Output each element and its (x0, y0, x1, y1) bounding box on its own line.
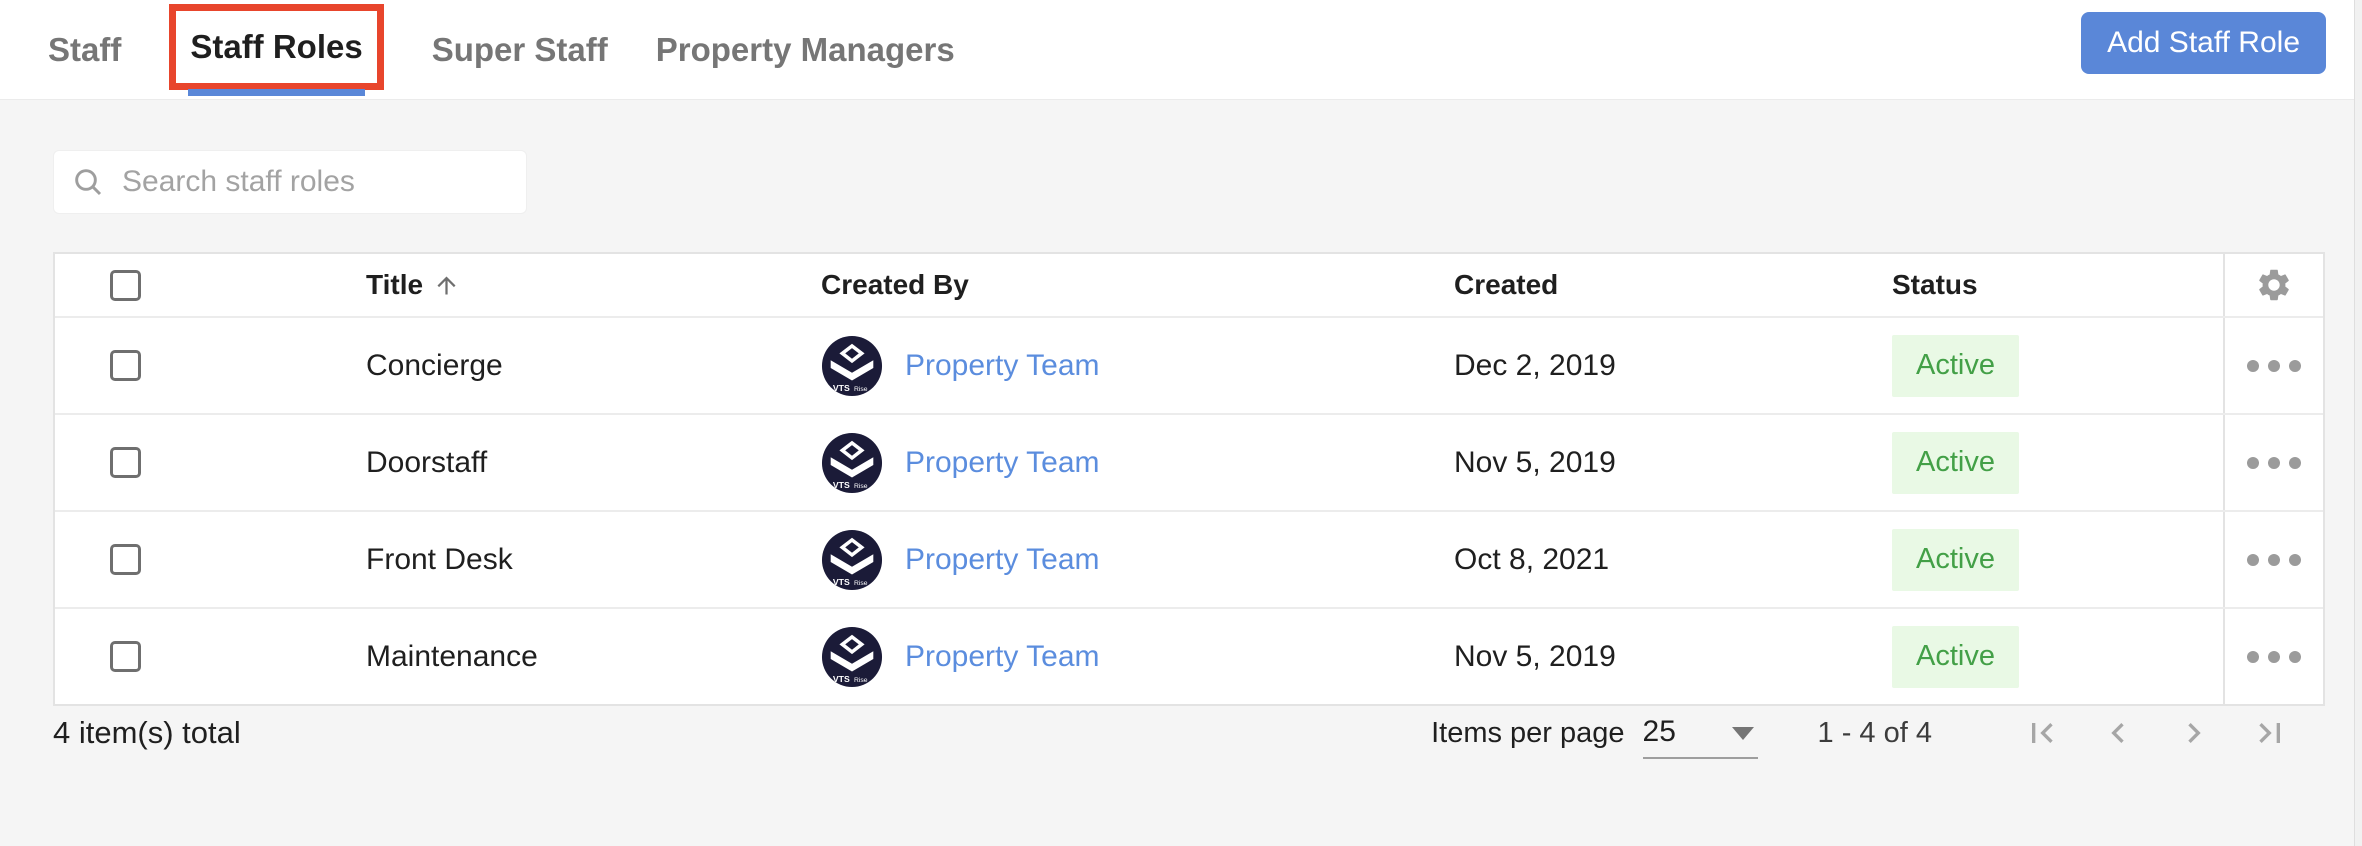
row-actions-menu-button[interactable] (2247, 456, 2301, 469)
pagination-controls (2022, 713, 2290, 753)
vts-rise-avatar: VTS Rise (821, 432, 883, 493)
row-actions-menu-button[interactable] (2247, 553, 2301, 566)
add-staff-role-button[interactable]: Add Staff Role (2081, 12, 2326, 74)
row-checkbox[interactable] (110, 350, 141, 381)
total-items-label: 4 item(s) total (53, 715, 241, 750)
vts-rise-avatar: VTS Rise (821, 626, 883, 687)
column-header-title-sort[interactable]: Title (366, 269, 460, 301)
created-by-link[interactable]: Property Team (905, 445, 1100, 479)
svg-text:VTS: VTS (833, 577, 850, 587)
status-badge: Active (1892, 431, 2019, 494)
tab-property-managers[interactable]: Property Managers (655, 30, 955, 68)
created-by-link[interactable]: Property Team (905, 542, 1100, 576)
search-input[interactable] (122, 165, 508, 199)
row-actions-menu-button[interactable] (2247, 650, 2301, 663)
column-header-created-by: Created By (821, 269, 969, 300)
items-per-page-label: Items per page (1431, 716, 1625, 749)
svg-text:Rise: Rise (854, 483, 868, 490)
row-checkbox[interactable] (110, 447, 141, 478)
svg-text:Rise: Rise (854, 677, 868, 684)
page-content: Title Created By Created Status Con (0, 100, 2362, 846)
status-badge: Active (1892, 528, 2019, 591)
vts-rise-avatar: VTS Rise (821, 335, 883, 396)
first-page-button[interactable] (2022, 713, 2062, 753)
select-all-checkbox[interactable] (110, 269, 141, 301)
created-date: Oct 8, 2021 (1454, 542, 1610, 576)
annotation-highlight-box: Staff Roles (169, 3, 384, 96)
column-header-status: Status (1892, 269, 1978, 300)
gear-icon (2259, 269, 2289, 301)
tab-staff[interactable]: Staff (48, 30, 122, 68)
next-page-button[interactable] (2174, 713, 2214, 753)
svg-text:VTS: VTS (833, 674, 850, 684)
svg-text:Rise: Rise (854, 580, 868, 587)
table-row: Doorstaff VTS Rise Property Team Nov 5, … (55, 413, 2323, 510)
last-page-button[interactable] (2250, 713, 2290, 753)
tab-staff-roles[interactable]: Staff Roles (190, 27, 363, 65)
top-navigation-bar: Staff Staff Roles Super Staff Property M… (0, 0, 2362, 100)
search-icon (75, 169, 102, 196)
scrollbar-track[interactable] (2354, 0, 2362, 846)
staff-roles-table: Title Created By Created Status Con (53, 252, 2325, 706)
created-date: Nov 5, 2019 (1454, 639, 1616, 673)
row-checkbox[interactable] (110, 544, 141, 575)
created-by-link[interactable]: Property Team (905, 348, 1100, 382)
tab-super-staff[interactable]: Super Staff (431, 30, 608, 68)
items-per-page-select[interactable]: 25 (1642, 707, 1758, 759)
row-checkbox[interactable] (110, 641, 141, 672)
table-row: Front Desk VTS Rise Property Team Oct 8,… (55, 510, 2323, 607)
column-settings-button[interactable] (2255, 266, 2293, 304)
tab-list: Staff Staff Roles Super Staff Property M… (0, 3, 955, 96)
svg-text:VTS: VTS (833, 383, 850, 393)
role-title: Concierge (366, 348, 503, 382)
role-title: Doorstaff (366, 445, 488, 479)
column-header-title: Title (366, 269, 424, 300)
role-title: Front Desk (366, 542, 513, 576)
table-row: Concierge VTS Rise Property Team Dec 2, … (55, 316, 2323, 413)
page-range-label: 1 - 4 of 4 (1817, 716, 1932, 749)
search-box (53, 150, 527, 214)
table-row: Maintenance VTS Rise Property Team Nov 5… (55, 607, 2323, 704)
items-per-page-value: 25 (1642, 715, 1676, 748)
status-badge: Active (1892, 625, 2019, 688)
svg-text:Rise: Rise (854, 386, 868, 393)
svg-text:VTS: VTS (833, 480, 850, 490)
vts-rise-avatar: VTS Rise (821, 529, 883, 590)
row-actions-menu-button[interactable] (2247, 359, 2301, 372)
role-title: Maintenance (366, 639, 538, 673)
status-badge: Active (1892, 334, 2019, 397)
previous-page-button[interactable] (2098, 713, 2138, 753)
created-date: Dec 2, 2019 (1454, 348, 1616, 382)
created-date: Nov 5, 2019 (1454, 445, 1616, 479)
active-tab-indicator (188, 88, 365, 96)
created-by-link[interactable]: Property Team (905, 639, 1100, 673)
column-header-created: Created (1454, 269, 1559, 300)
table-header-row: Title Created By Created Status (55, 254, 2323, 316)
dropdown-caret-icon (1731, 727, 1754, 740)
sort-arrow-up-icon (437, 276, 456, 294)
table-footer: 4 item(s) total Items per page 25 1 - 4 … (0, 678, 2362, 788)
